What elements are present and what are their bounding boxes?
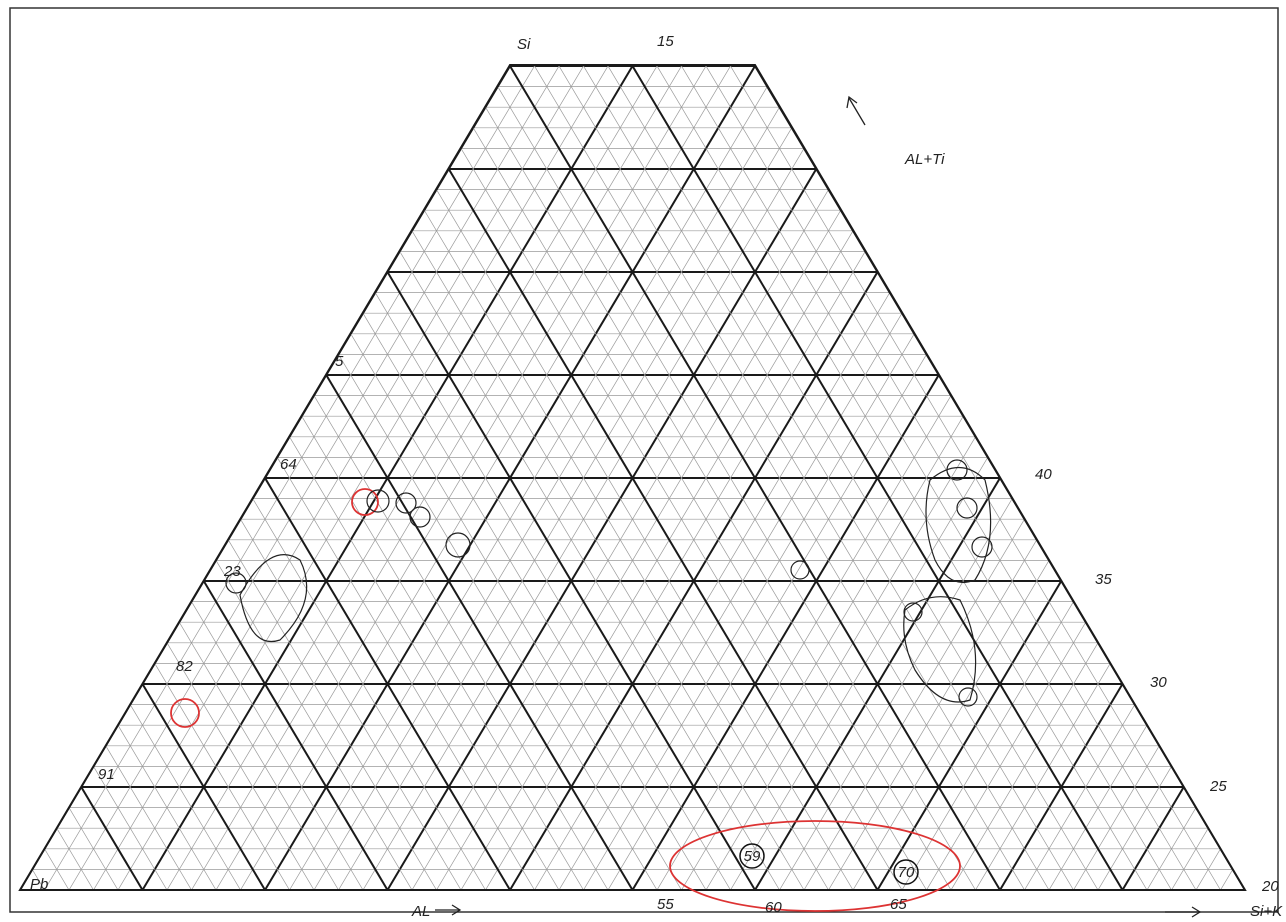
grid-line — [386, 65, 1001, 890]
axis-label: AL+Ti — [904, 151, 945, 168]
axis-label: AL — [411, 903, 430, 920]
grid-line — [215, 65, 829, 890]
grid-line — [534, 65, 1148, 890]
grid-line — [485, 65, 1099, 890]
arrow-head — [1191, 906, 1202, 918]
grid-line — [20, 65, 315, 890]
grid-line — [558, 65, 1172, 890]
axis-label: 55 — [657, 896, 674, 913]
axis-label: 35 — [1095, 571, 1112, 588]
grid-line — [289, 65, 903, 890]
grid-line — [460, 65, 1074, 890]
point-circle — [893, 859, 919, 885]
point-label: 70 — [898, 864, 915, 881]
grid-line — [20, 65, 290, 890]
grid-line — [20, 65, 241, 890]
grid-line — [999, 65, 1245, 890]
grid-line — [1024, 65, 1245, 890]
grid-line — [436, 65, 1050, 890]
point-label: 59 — [744, 848, 761, 865]
grid-line — [264, 65, 879, 890]
axis-label: Si+K — [1250, 903, 1283, 920]
axis-label: 60 — [765, 899, 782, 916]
grid-line — [44, 65, 658, 890]
grid-line — [117, 65, 731, 890]
grid-line — [509, 65, 1124, 890]
grid-line — [362, 65, 976, 890]
grid-line — [338, 65, 952, 890]
grid-line — [191, 65, 805, 890]
axis-label: 91 — [98, 766, 115, 783]
grid-line — [411, 65, 1025, 890]
axis-label: 5 — [335, 353, 344, 370]
grid-line — [607, 65, 1221, 890]
grid-line — [20, 65, 266, 890]
arrow — [848, 97, 866, 126]
highlight-ellipse — [669, 820, 961, 912]
arrow-head — [846, 95, 858, 109]
highlight-circle — [170, 698, 200, 728]
axis-label: 23 — [223, 563, 241, 580]
triangle-outline — [18, 64, 1247, 891]
axis-label: 65 — [890, 896, 907, 913]
grid-line — [950, 65, 1245, 890]
axis-label: 40 — [1035, 466, 1052, 483]
grid-line — [583, 65, 1197, 890]
axis-label: Pb — [30, 876, 48, 893]
grid-line — [313, 65, 927, 890]
sample-circles — [225, 459, 993, 707]
highlight-circle — [351, 488, 379, 516]
grid-line — [975, 65, 1245, 890]
grid-line — [240, 65, 854, 890]
axis-label: 15 — [657, 33, 674, 50]
grid-line — [93, 65, 707, 890]
axis-label: 25 — [1209, 778, 1227, 795]
point-circle — [739, 843, 765, 869]
axis-label: 20 — [1261, 878, 1279, 895]
arrow-head — [451, 904, 462, 916]
axis-label: Si — [517, 36, 531, 53]
grid-line — [141, 65, 756, 890]
axis-label: 30 — [1150, 674, 1167, 691]
axis-label: 82 — [176, 658, 193, 675]
labels: Si 15 AL+Ti 5 64 40 23 35 82 30 91 25 Pb AL 55 60 65 Si+K… — [30, 33, 1283, 920]
axis-label: 64 — [280, 456, 297, 473]
grid-line — [166, 65, 780, 890]
grid-line — [68, 65, 682, 890]
